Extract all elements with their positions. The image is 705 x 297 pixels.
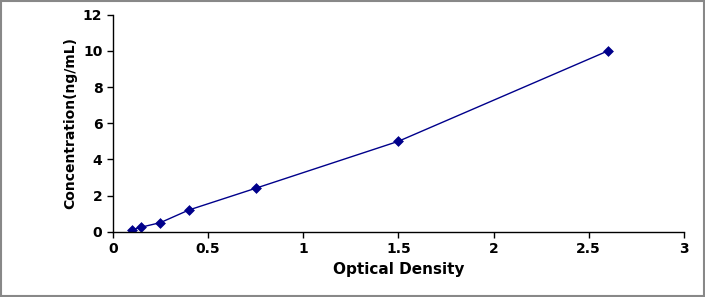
Point bbox=[602, 49, 613, 53]
Point bbox=[250, 186, 262, 191]
Point bbox=[135, 225, 147, 230]
Point bbox=[155, 220, 166, 225]
Point bbox=[126, 228, 137, 232]
Point bbox=[393, 139, 404, 144]
X-axis label: Optical Density: Optical Density bbox=[333, 262, 464, 277]
Y-axis label: Concentration(ng/mL): Concentration(ng/mL) bbox=[63, 37, 78, 209]
Point bbox=[183, 208, 195, 212]
